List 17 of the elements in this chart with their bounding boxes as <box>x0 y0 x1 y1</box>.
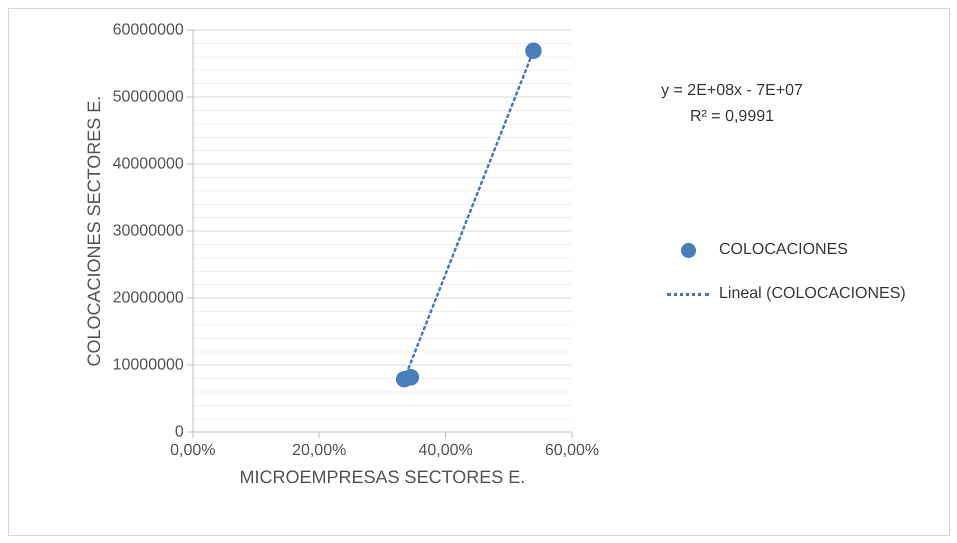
x-tick-label: 40,00% <box>418 442 473 460</box>
x-tick-label: 0,00% <box>170 442 216 460</box>
x-tick-label: 20,00% <box>292 442 346 460</box>
y-tick-label: 30000000 <box>112 222 184 240</box>
y-tick-label: 60000000 <box>112 21 184 38</box>
legend-label: COLOCACIONES <box>719 241 848 260</box>
text: R² = 0,9991 <box>690 108 774 126</box>
text: y = 2E+08x - 7E+07 <box>661 82 803 100</box>
y-tick-label: 40000000 <box>112 155 184 172</box>
x-axis-title: MICROEMPRESAS SECTORES E. <box>240 467 526 488</box>
y-axis-title: COLOCACIONES SECTORES E. <box>84 96 104 366</box>
x-tick-label: 60,00% <box>544 442 600 460</box>
y-tick-label: 50000000 <box>112 88 184 106</box>
legend-label: Lineal (COLOCACIONES) <box>719 285 906 304</box>
y-tick-label: 10000000 <box>112 356 184 374</box>
y-tick-label: 20000000 <box>112 290 184 307</box>
y-tick-label: 0 <box>174 424 184 441</box>
